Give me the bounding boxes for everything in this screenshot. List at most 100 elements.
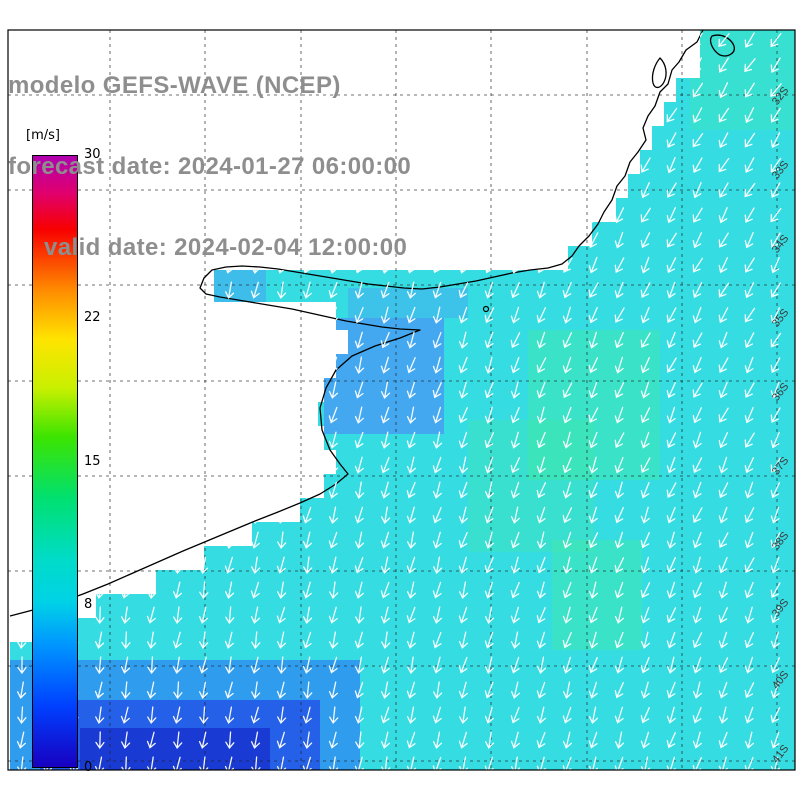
wave-direction-arrow [224,681,234,699]
wave-direction-arrow [172,656,183,674]
wave-direction-arrow [536,381,546,399]
wave-direction-arrow [17,706,27,725]
wave-direction-arrow [770,506,780,524]
wave-direction-arrow [432,456,442,474]
wave-direction-arrow [510,406,520,424]
wave-direction-arrow [536,706,546,724]
wave-direction-arrow [432,706,442,724]
wave-direction-arrow [744,606,754,624]
ocean-color-patch [80,728,270,770]
wave-direction-arrow [277,531,287,550]
wave-direction-arrow [354,581,364,599]
wave-direction-arrow [744,182,756,198]
wave-direction-arrow [458,431,468,449]
wave-direction-arrow [198,481,208,499]
wave-direction-arrow [276,556,286,574]
wave-direction-arrow [666,432,677,449]
wave-direction-arrow [484,681,494,699]
wave-direction-arrow [562,82,573,98]
wave-direction-arrow [406,506,416,524]
wave-direction-arrow [173,681,183,700]
wave-direction-arrow [354,381,364,399]
wave-direction-arrow [614,507,624,524]
wave-direction-arrow [666,32,676,49]
wave-direction-arrow [536,132,546,149]
coastline-group [9,29,735,617]
wave-direction-arrow [510,107,520,124]
wave-direction-arrow [770,257,780,274]
wave-direction-arrow [302,581,312,599]
wave-direction-arrow [744,581,754,599]
wave-direction-arrow [276,731,286,749]
wave-direction-arrow [484,206,494,224]
wave-direction-arrow [666,307,677,323]
wave-direction-arrow [718,532,729,548]
wave-direction-arrow [354,631,364,649]
wave-direction-arrow [172,331,182,349]
wave-direction-arrow [432,106,442,124]
wave-direction-arrow [588,206,598,224]
wave-direction-arrow [588,157,599,173]
wave-direction-arrow [770,307,781,324]
wave-direction-arrow [354,656,365,674]
wave-direction-arrow [198,606,208,624]
wave-direction-arrow [328,631,339,649]
wave-direction-arrow [380,681,391,699]
wave-direction-arrow [536,556,546,574]
wave-direction-arrow [484,106,494,124]
wave-direction-arrow [588,57,599,74]
wave-direction-arrow [666,656,676,674]
wave-direction-arrow [250,406,260,424]
wave-direction-arrow [640,656,650,674]
wave-direction-arrow [744,382,755,398]
wave-direction-arrow [199,706,209,725]
wave-direction-arrow [484,31,494,49]
wave-direction-arrow [640,32,651,48]
wave-direction-arrow [380,556,391,574]
wave-direction-arrow [328,531,338,549]
wave-direction-arrow [121,606,131,625]
wave-direction-arrow [718,132,729,149]
wave-direction-arrow [199,506,209,525]
wave-direction-arrow [406,706,417,724]
wave-direction-arrow [146,681,157,699]
wave-direction-arrow [199,331,209,350]
ocean-color-patch [324,318,444,434]
wave-direction-arrow [666,531,676,549]
wave-direction-arrow [562,556,572,574]
wave-direction-arrow [510,431,520,449]
wave-direction-arrow [770,532,781,549]
wave-direction-arrow [381,631,391,650]
wave-direction-arrow [225,406,235,424]
wave-direction-arrow [536,681,546,699]
wave-direction-arrow [562,32,573,49]
wave-direction-arrow [666,557,676,574]
wave-direction-arrow [692,157,703,173]
wave-direction-arrow [666,631,676,649]
wave-direction-arrow [770,332,782,348]
wave-direction-arrow [640,582,651,599]
wave-direction-arrow [406,381,416,399]
wave-direction-arrow [588,307,598,324]
title-block: modelo GEFS-WAVE (NCEP) forecast date: 2… [8,18,411,315]
wave-direction-arrow [224,381,234,399]
wave-direction-arrow [588,706,599,724]
lagoon-outline [709,34,735,57]
wave-direction-arrow [250,281,260,299]
wave-direction-arrow [614,132,625,148]
wave-direction-arrow [744,257,755,273]
wave-direction-arrow [406,481,416,499]
wave-direction-arrow [588,731,598,749]
wave-direction-arrow [692,632,703,649]
wave-direction-arrow [614,356,624,374]
wave-direction-arrow [484,656,495,674]
wave-direction-arrow [277,281,287,300]
wave-direction-arrow [250,531,260,549]
wave-direction-arrow [614,257,625,274]
wave-direction-arrow [562,431,572,449]
wave-direction-arrow [147,531,157,550]
wave-direction-arrow [718,82,729,99]
colorbar-gradient [32,155,78,768]
wave-direction-arrow [303,731,313,750]
wave-direction-arrow [770,681,780,699]
